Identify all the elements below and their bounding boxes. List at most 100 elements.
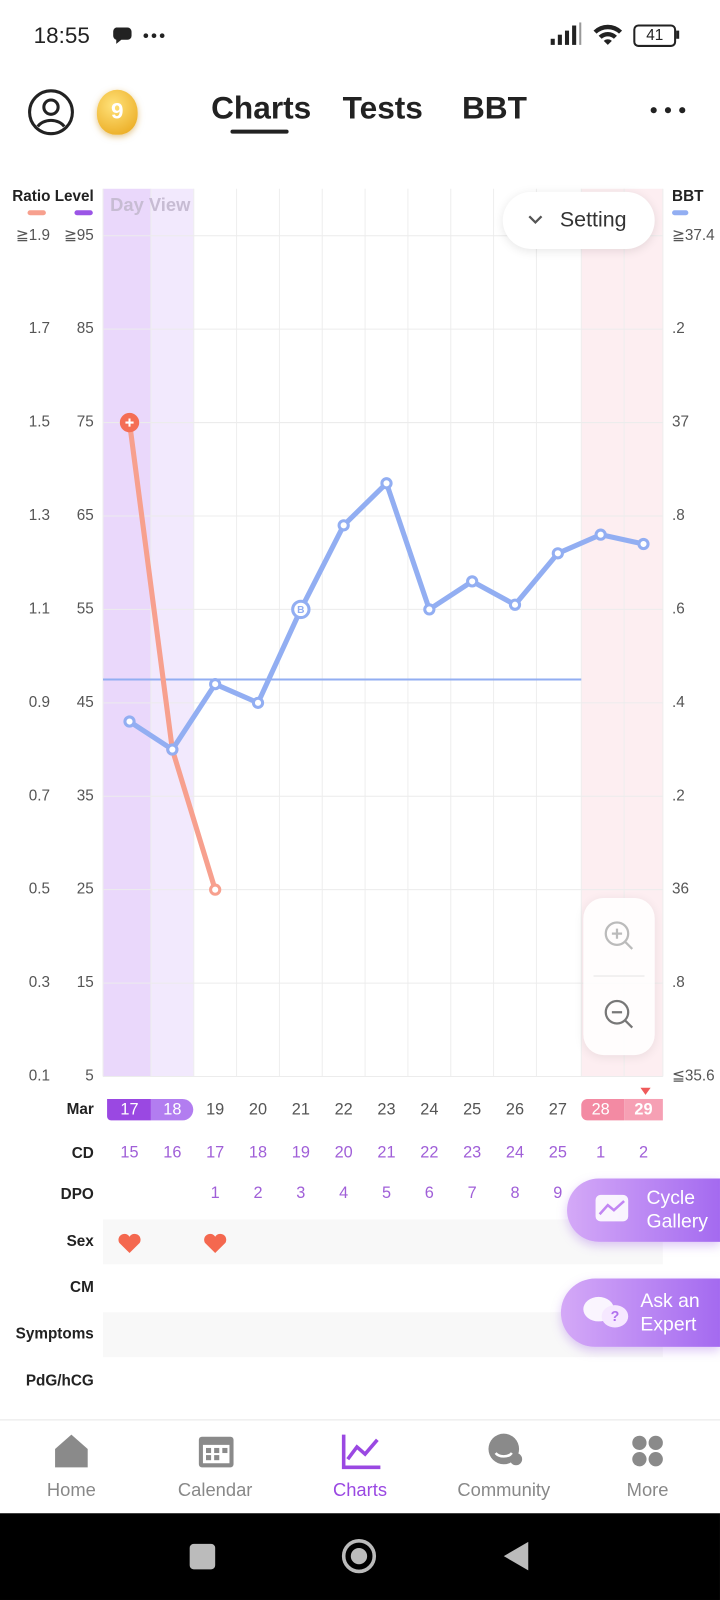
data-point <box>291 599 311 620</box>
data-point <box>209 883 222 896</box>
axis-key <box>672 210 689 216</box>
row-label: Symptoms <box>16 1326 94 1343</box>
nav-label[interactable]: More <box>626 1479 669 1500</box>
zoom-out[interactable] <box>602 997 637 1032</box>
system-buttons[interactable] <box>0 1513 720 1600</box>
button-label: Cycle Gallery <box>646 1187 708 1233</box>
tick-label: .6 <box>672 600 685 617</box>
status-icons-left <box>113 27 165 44</box>
date-pill <box>150 1098 194 1121</box>
cd-value: 16 <box>163 1143 181 1161</box>
tick-label: 0.7 <box>29 787 50 804</box>
tab[interactable]: BBT <box>461 89 527 126</box>
tick-label: .8 <box>672 507 685 524</box>
dpo-value: 6 <box>425 1184 434 1202</box>
nav-label[interactable]: Home <box>46 1479 96 1500</box>
tick-label: 0.1 <box>29 1068 50 1085</box>
tab[interactable]: Tests <box>342 89 423 126</box>
row-label: CM <box>70 1279 94 1296</box>
dpo-value: 1 <box>211 1184 220 1202</box>
date-label: 20 <box>249 1101 267 1119</box>
date-pill <box>624 1098 663 1121</box>
tab[interactable]: Charts <box>211 89 312 126</box>
legend-label: Level <box>55 188 94 205</box>
cycle-gallery-button[interactable] <box>567 1178 720 1242</box>
date-label: 29 <box>634 1101 652 1119</box>
data-point <box>209 678 222 691</box>
avatar-icon[interactable] <box>27 88 76 137</box>
row-label: CD <box>72 1145 94 1162</box>
dpo-value: 7 <box>468 1184 477 1202</box>
dpo-value: 2 <box>253 1184 262 1202</box>
data-point <box>637 537 650 551</box>
cd-value: 18 <box>249 1143 267 1161</box>
date-label: 24 <box>420 1101 438 1119</box>
heart-icon <box>204 1233 227 1254</box>
date-label: 22 <box>335 1101 353 1119</box>
tick-label: 0.9 <box>29 694 50 711</box>
nav-label[interactable]: Charts <box>332 1479 388 1500</box>
tick-label: 0.5 <box>29 881 50 898</box>
tick-label: 15 <box>77 974 94 991</box>
tick-label: ≧95 <box>64 227 94 244</box>
row-label: DPO <box>61 1186 94 1203</box>
date-label: 21 <box>292 1101 310 1119</box>
nav-icons <box>55 1433 663 1470</box>
tick-label: .8 <box>672 974 685 991</box>
tick-label: 1.5 <box>29 414 50 431</box>
data-point <box>466 575 479 588</box>
setting-button[interactable] <box>502 191 655 249</box>
today-marker <box>640 1087 651 1095</box>
setting-label: Setting <box>559 208 627 232</box>
nav-label[interactable]: Community <box>457 1479 551 1500</box>
cd-value: 15 <box>120 1143 138 1161</box>
cd-value: 17 <box>206 1143 224 1161</box>
svg-text:?: ? <box>611 1309 620 1325</box>
tick-label: 5 <box>85 1068 94 1085</box>
plus-icon <box>125 418 134 427</box>
date-label: 27 <box>549 1101 567 1119</box>
cd-value: 25 <box>549 1143 567 1161</box>
date-pill <box>581 1098 625 1121</box>
gallery-icon <box>595 1194 629 1222</box>
axis-key <box>74 210 93 216</box>
dpo-value: 3 <box>296 1184 305 1202</box>
date-pill <box>107 1098 151 1121</box>
expert-icon: ? <box>583 1296 629 1328</box>
data-point <box>508 598 522 611</box>
data-point <box>251 696 265 709</box>
battery: 41 <box>633 24 677 47</box>
cd-value: 23 <box>463 1143 481 1161</box>
button-label: Ask an Expert <box>640 1290 700 1336</box>
cd-value: 20 <box>335 1143 353 1161</box>
axis-title: Ratio <box>12 188 50 205</box>
nav-label[interactable]: Calendar <box>177 1479 253 1500</box>
cd-value: 21 <box>377 1143 395 1161</box>
cd-value: 1 <box>596 1143 605 1161</box>
data-point <box>337 519 350 532</box>
cd-value: 24 <box>506 1143 524 1161</box>
tab-underline <box>230 129 289 134</box>
cd-value: 2 <box>639 1143 648 1161</box>
data-point <box>166 743 179 756</box>
heart-icon <box>118 1233 141 1254</box>
cd-value: 22 <box>420 1143 438 1161</box>
row-stripe <box>102 1219 663 1265</box>
zoom-in[interactable] <box>602 918 637 953</box>
tick-label: 1.3 <box>29 507 50 524</box>
date-label: 26 <box>506 1101 524 1119</box>
fertile-band <box>102 188 151 1077</box>
tick-label: ≦35.6 <box>672 1068 715 1085</box>
bbt-marker: B <box>297 605 304 616</box>
date-label: 19 <box>206 1101 224 1119</box>
tick-label: 85 <box>77 320 94 337</box>
cd-value: 19 <box>292 1143 310 1161</box>
more-menu[interactable] <box>649 102 690 118</box>
row-label: PdG/hCG <box>26 1373 94 1390</box>
date-label: 23 <box>377 1101 395 1119</box>
tick-label: ≧1.9 <box>16 227 50 244</box>
level-badge[interactable] <box>96 89 138 135</box>
chevron-icon <box>528 215 543 225</box>
